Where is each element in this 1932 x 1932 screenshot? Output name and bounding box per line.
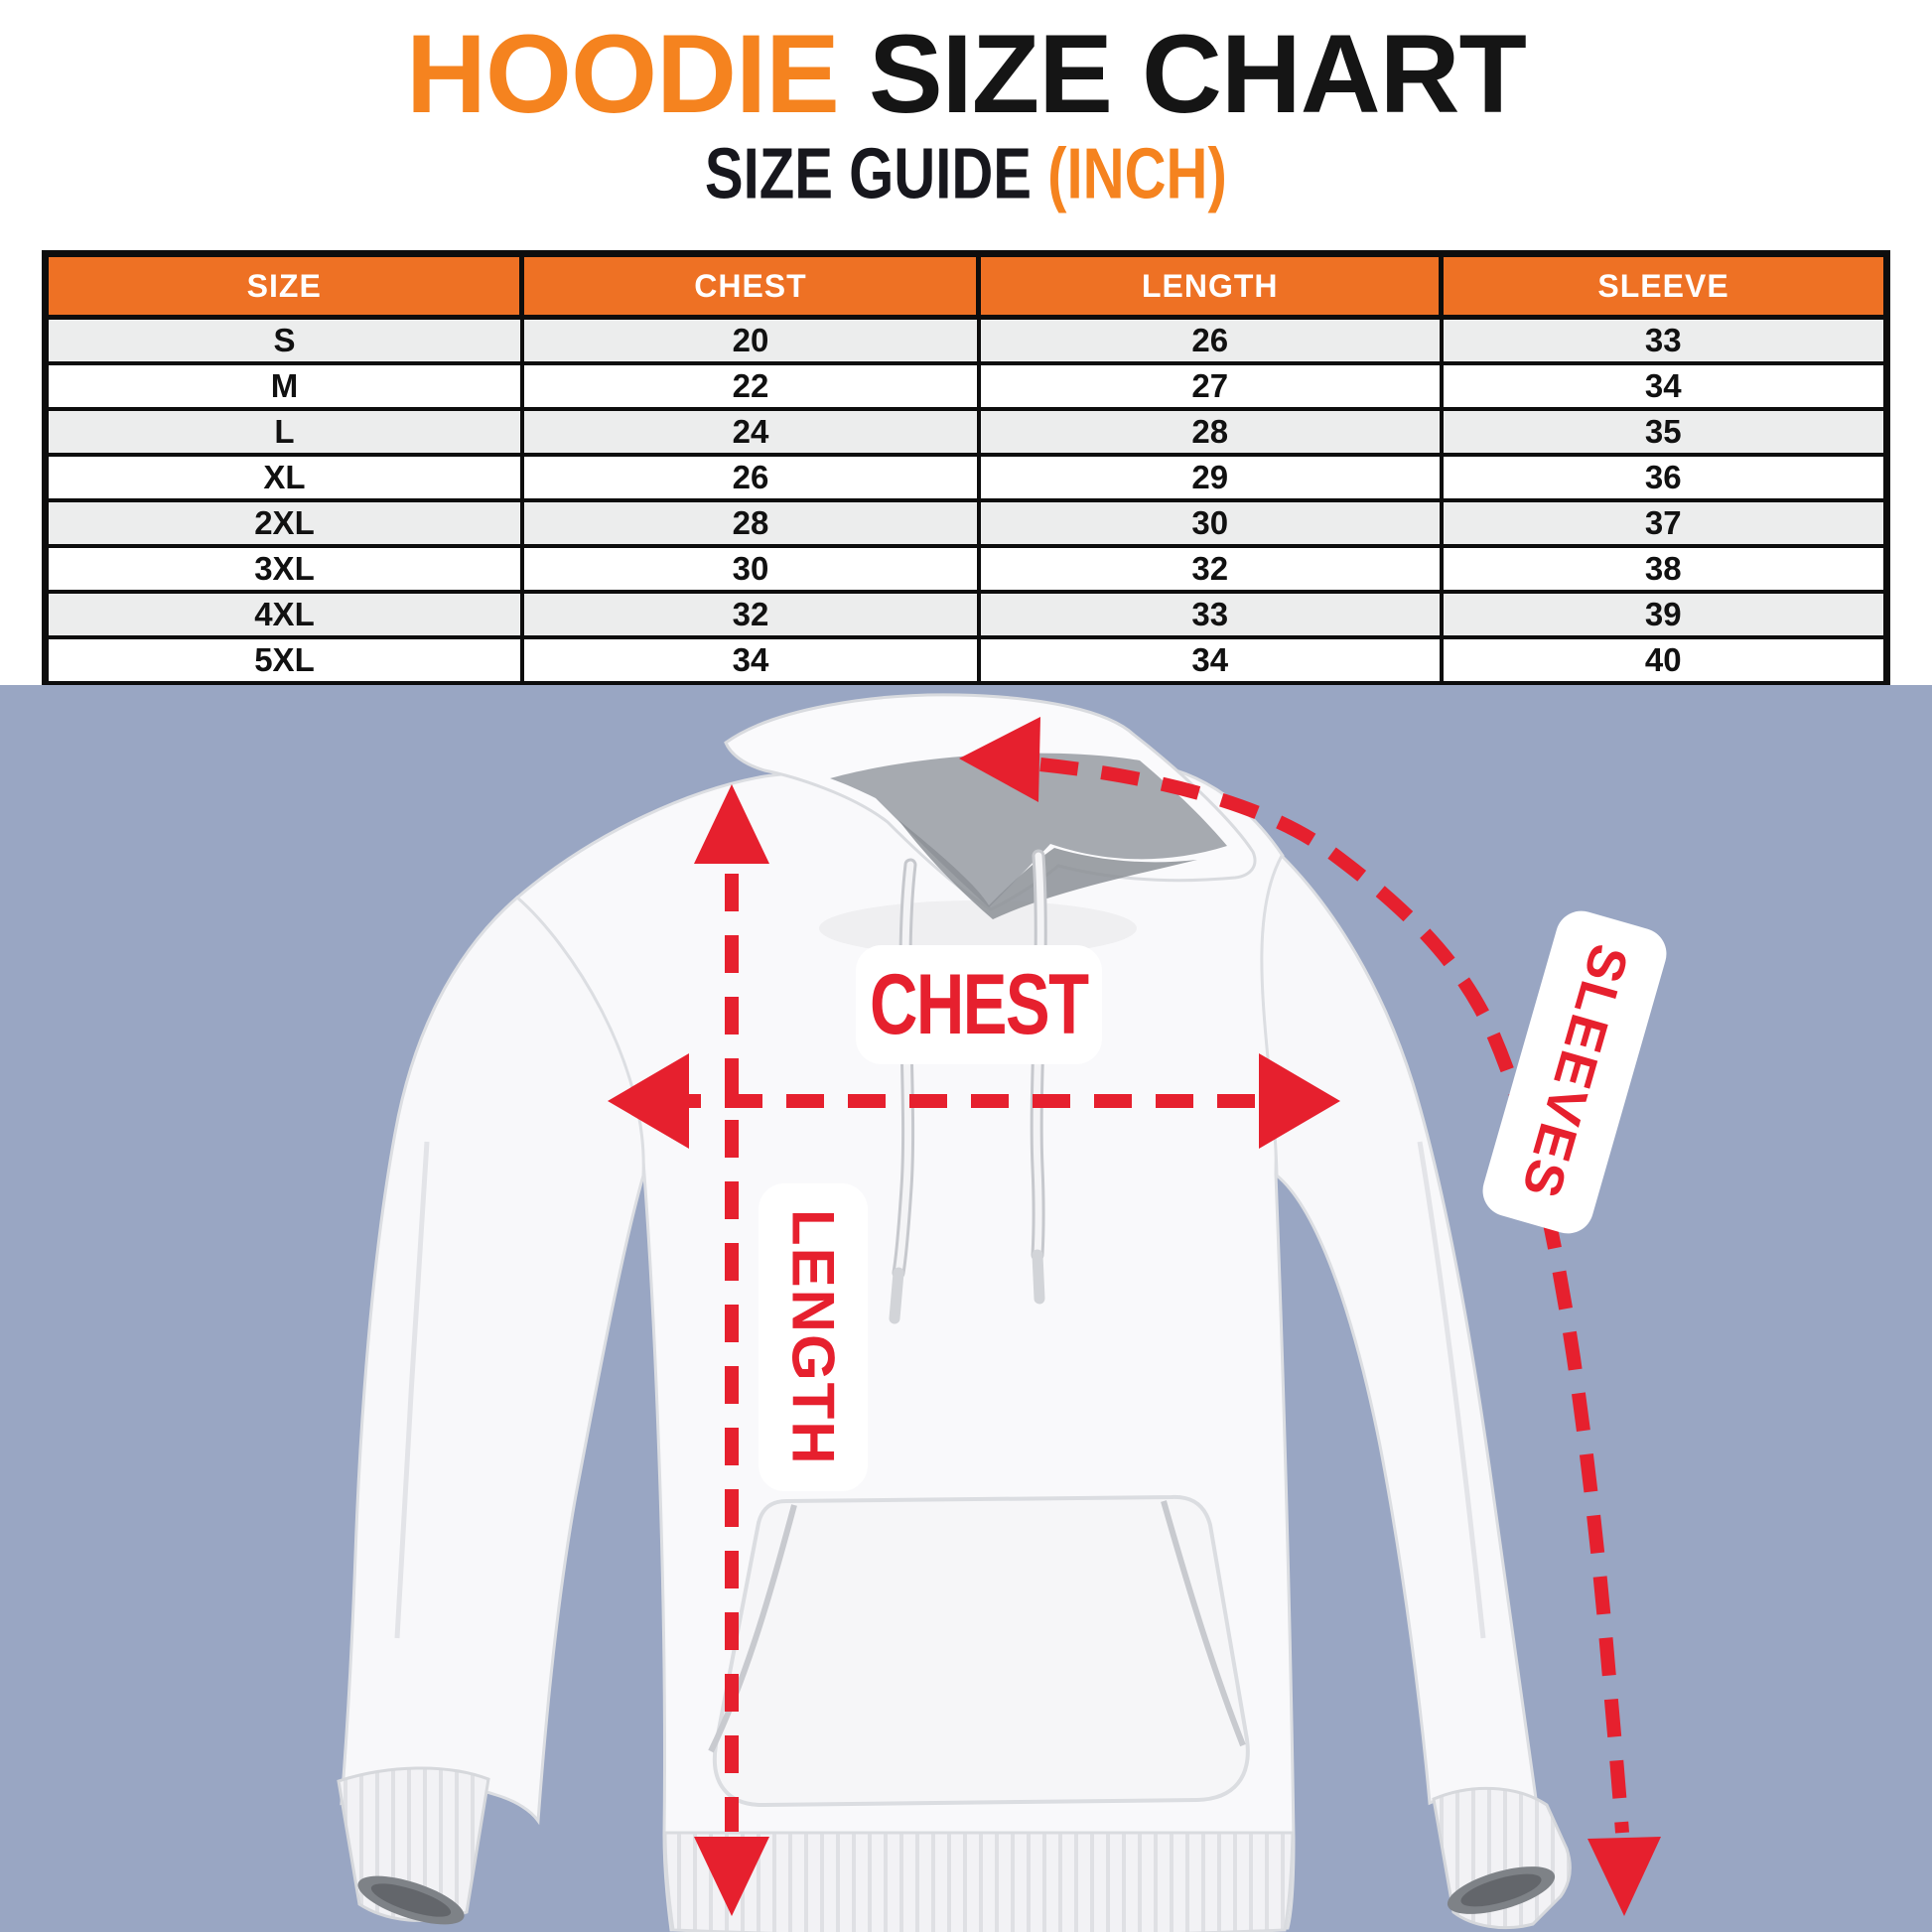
cell-length: 27 [976, 361, 1444, 411]
cell-sleeve: 36 [1439, 453, 1889, 502]
size-table: SIZE CHEST LENGTH SLEEVE S 20 26 33 M 22 27 34… [42, 250, 1890, 688]
hoodie-pocket [712, 1494, 1250, 1808]
subtitle-label: SIZE GUIDE [705, 131, 1033, 213]
cell-size: 2XL [43, 498, 524, 548]
cell-length: 26 [976, 315, 1444, 365]
cell-length: 34 [976, 635, 1444, 687]
cell-sleeve: 38 [1439, 544, 1889, 594]
hood-interior [830, 753, 1227, 907]
cell-chest: 24 [519, 407, 981, 457]
cell-chest: 32 [519, 590, 981, 639]
cell-sleeve: 35 [1439, 407, 1889, 457]
table-row: 5XL 34 34 40 [43, 635, 1889, 687]
table-row: 3XL 30 32 38 [43, 544, 1889, 594]
table-row: S 20 26 33 [43, 315, 1889, 365]
cell-size: XL [43, 453, 524, 502]
hoodie-left-sleeve [340, 896, 645, 1826]
cell-length: 29 [976, 453, 1444, 502]
table-row: M 22 27 34 [43, 361, 1889, 411]
cell-length: 33 [976, 590, 1444, 639]
table-header-row: SIZE CHEST LENGTH SLEEVE [42, 251, 1889, 320]
subtitle-unit: (INCH) [1047, 131, 1227, 213]
header: HOODIE SIZE CHART SIZE GUIDE (INCH) [0, 0, 1932, 213]
cell-size: L [43, 407, 524, 457]
cell-size: 4XL [43, 590, 524, 639]
cell-chest: 26 [519, 453, 981, 502]
chest-arrow [608, 1053, 1340, 1149]
hoodie-illustration [337, 693, 1661, 1932]
cell-chest: 20 [519, 315, 981, 365]
cell-size: 3XL [43, 544, 524, 594]
cell-sleeve: 34 [1439, 361, 1889, 411]
subtitle: SIZE GUIDE (INCH) [0, 131, 1932, 213]
cell-size: S [43, 315, 524, 365]
table-row: 2XL 28 30 37 [43, 498, 1889, 548]
length-label: LENGTH [759, 1183, 868, 1491]
hoodie-hem [663, 1831, 1295, 1932]
table-row: 4XL 32 33 39 [43, 590, 1889, 639]
cell-chest: 22 [519, 361, 981, 411]
cell-length: 28 [976, 407, 1444, 457]
chest-label: CHEST [856, 945, 1102, 1064]
hoodie-drawstrings [889, 849, 1047, 1324]
hoodie-right-sleeve [1260, 853, 1540, 1816]
column-header-size: SIZE [42, 251, 525, 320]
length-arrow [694, 784, 769, 1916]
column-header-length: LENGTH [976, 251, 1445, 320]
column-header-sleeve: SLEEVE [1439, 251, 1889, 320]
cell-length: 30 [976, 498, 1444, 548]
title-product: HOODIE [406, 12, 840, 136]
cell-sleeve: 39 [1439, 590, 1889, 639]
cell-length: 32 [976, 544, 1444, 594]
page-title: HOODIE SIZE CHART [0, 0, 1932, 133]
column-header-chest: CHEST [519, 251, 982, 320]
cell-sleeve: 40 [1439, 635, 1889, 687]
cell-chest: 30 [519, 544, 981, 594]
table-row: L 24 28 35 [43, 407, 1889, 457]
cell-sleeve: 37 [1439, 498, 1889, 548]
cell-chest: 28 [519, 498, 981, 548]
table-row: XL 26 29 36 [43, 453, 1889, 502]
cell-size: M [43, 361, 524, 411]
cell-size: 5XL [43, 635, 524, 687]
cell-sleeve: 33 [1439, 315, 1889, 365]
title-rest: SIZE CHART [868, 12, 1527, 136]
hoodie-diagram: CHEST LENGTH SLEEVES [0, 685, 1932, 1932]
cell-chest: 34 [519, 635, 981, 687]
